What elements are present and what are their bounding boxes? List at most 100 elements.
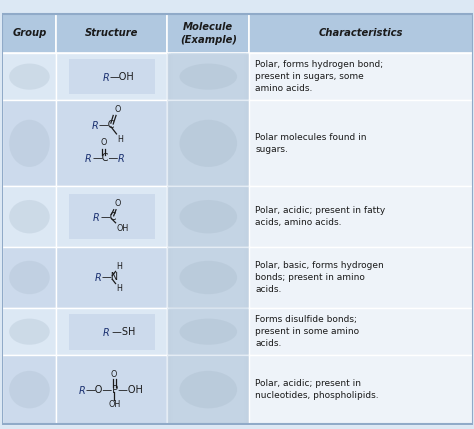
Text: $\mathit{R}$: $\mathit{R}$: [117, 152, 124, 164]
Bar: [174, 103, 242, 184]
Ellipse shape: [180, 319, 237, 345]
Ellipse shape: [180, 63, 237, 90]
Bar: [167, 53, 249, 100]
Bar: [249, 356, 473, 424]
Bar: [176, 358, 240, 421]
Bar: [167, 100, 249, 186]
Bar: [249, 308, 473, 356]
Ellipse shape: [9, 371, 50, 408]
Bar: [2, 308, 56, 356]
Bar: [2, 100, 56, 186]
Text: —C: —C: [100, 211, 117, 222]
Text: H: H: [116, 262, 122, 271]
Text: Polar, acidic; present in
nucleotides, phospholipids.: Polar, acidic; present in nucleotides, p…: [255, 379, 379, 400]
Text: Forms disulfide bonds;
present in some amino
acids.: Forms disulfide bonds; present in some a…: [255, 315, 359, 348]
Text: OH: OH: [108, 400, 120, 409]
Bar: [169, 101, 247, 186]
Bar: [167, 247, 249, 308]
Bar: [173, 54, 244, 100]
Text: Polar, acidic; present in fatty
acids, amino acids.: Polar, acidic; present in fatty acids, a…: [255, 206, 385, 227]
Text: $\mathit{R}$: $\mathit{R}$: [91, 119, 99, 131]
Text: O: O: [111, 370, 118, 379]
Text: $\mathit{R}$: $\mathit{R}$: [93, 272, 101, 284]
Bar: [69, 194, 155, 239]
Text: —N: —N: [101, 272, 118, 282]
Bar: [56, 356, 167, 424]
Bar: [169, 187, 247, 247]
Text: H: H: [116, 284, 122, 293]
Bar: [167, 308, 249, 356]
Bar: [169, 356, 247, 423]
Text: Polar molecules found in
sugars.: Polar molecules found in sugars.: [255, 133, 366, 154]
Bar: [249, 186, 473, 247]
Bar: [171, 308, 246, 355]
Bar: [176, 249, 240, 306]
Bar: [176, 188, 240, 245]
Bar: [174, 309, 242, 354]
Bar: [174, 188, 242, 245]
Text: O: O: [115, 105, 121, 114]
Text: $\mathit{R}$: $\mathit{R}$: [101, 71, 109, 83]
Text: —O—P—OH: —O—P—OH: [86, 384, 144, 395]
Text: Characteristics: Characteristics: [319, 28, 403, 39]
Text: $\mathit{R}$: $\mathit{R}$: [101, 326, 109, 338]
Text: —C—: —C—: [92, 153, 118, 163]
Ellipse shape: [180, 200, 237, 233]
Bar: [56, 308, 167, 356]
Text: O: O: [115, 199, 121, 208]
Bar: [2, 356, 56, 424]
Bar: [176, 103, 240, 183]
Bar: [167, 186, 249, 247]
Bar: [69, 314, 155, 350]
Bar: [56, 100, 167, 186]
Bar: [56, 53, 167, 100]
Bar: [176, 54, 240, 99]
Ellipse shape: [180, 120, 237, 167]
Bar: [167, 308, 249, 356]
Bar: [169, 53, 247, 100]
Ellipse shape: [9, 261, 50, 294]
Ellipse shape: [9, 200, 50, 233]
Ellipse shape: [9, 319, 50, 345]
Bar: [171, 102, 246, 185]
Text: —SH: —SH: [109, 326, 136, 337]
Text: Group: Group: [12, 28, 46, 39]
Bar: [69, 364, 155, 415]
Bar: [173, 187, 244, 246]
Text: $\mathit{R}$: $\mathit{R}$: [92, 211, 100, 223]
Text: O: O: [100, 138, 107, 147]
Bar: [169, 308, 247, 355]
Bar: [56, 186, 167, 247]
Bar: [167, 53, 249, 100]
Ellipse shape: [180, 261, 237, 294]
Bar: [249, 100, 473, 186]
Bar: [249, 53, 473, 100]
Bar: [173, 309, 244, 354]
Bar: [171, 54, 246, 100]
Text: Molecule
(Example): Molecule (Example): [180, 22, 237, 45]
Bar: [2, 14, 56, 53]
Bar: [173, 357, 244, 422]
Text: $\mathit{R}$: $\mathit{R}$: [84, 152, 92, 164]
Text: $\mathit{R}$: $\mathit{R}$: [78, 384, 86, 396]
Bar: [2, 53, 56, 100]
Ellipse shape: [9, 120, 50, 167]
Bar: [176, 309, 240, 354]
Bar: [169, 248, 247, 308]
Bar: [56, 14, 167, 53]
Text: —C: —C: [99, 120, 115, 130]
Bar: [171, 187, 246, 246]
Ellipse shape: [9, 63, 50, 90]
Text: Polar, basic, forms hydrogen
bonds; present in amino
acids.: Polar, basic, forms hydrogen bonds; pres…: [255, 261, 384, 294]
Bar: [69, 255, 155, 300]
Bar: [167, 247, 249, 308]
Text: OH: OH: [117, 224, 129, 233]
Bar: [249, 14, 473, 53]
Bar: [173, 102, 244, 184]
Text: Polar, forms hydrogen bond;
present in sugars, some
amino acids.: Polar, forms hydrogen bond; present in s…: [255, 60, 383, 93]
Bar: [174, 54, 242, 99]
Text: —OH: —OH: [109, 72, 134, 82]
Bar: [174, 357, 242, 422]
Bar: [167, 100, 249, 186]
Bar: [171, 248, 246, 307]
